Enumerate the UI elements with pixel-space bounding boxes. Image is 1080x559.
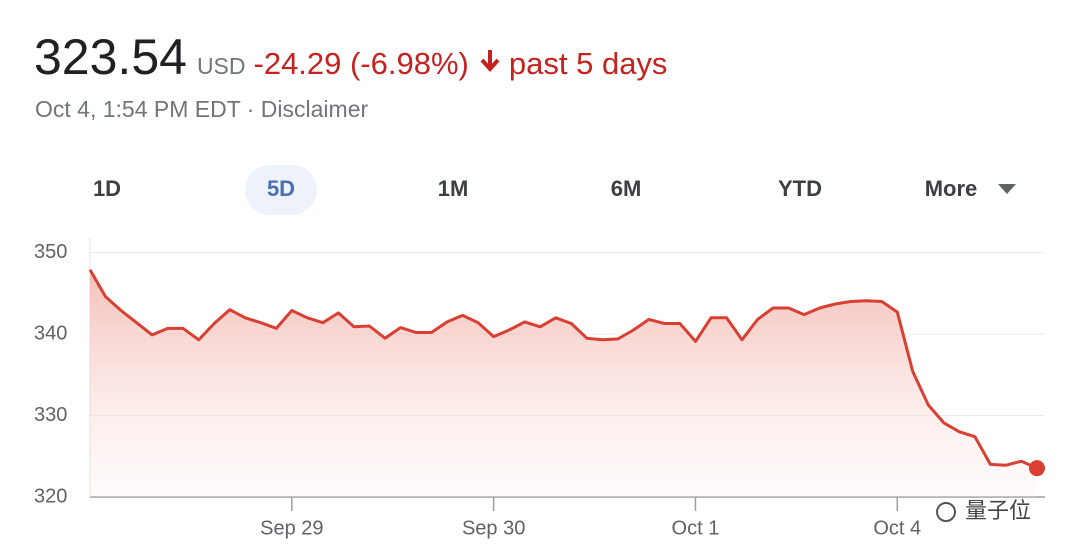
y-tick-label: 340 (34, 322, 67, 344)
timestamp: Oct 4, 1:54 PM EDT · Disclaimer (35, 96, 369, 122)
range-tab[interactable]: YTD (778, 176, 822, 201)
range-tab[interactable]: More (925, 176, 978, 201)
x-tick-label: Sep 29 (260, 517, 323, 539)
y-tick-label: 350 (34, 241, 67, 263)
more-caret[interactable] (998, 184, 1016, 194)
period: past 5 days (508, 46, 668, 81)
last-point (1029, 460, 1045, 477)
y-tick-label: 330 (34, 404, 67, 426)
range-tab[interactable]: 1D (93, 176, 121, 201)
y-tick-label: 320 (34, 485, 67, 507)
range-tab[interactable]: 5D (267, 176, 295, 201)
down-arrow (480, 50, 500, 73)
area (90, 269, 1037, 497)
x-tick-label: Sep 30 (462, 517, 525, 539)
watermark: 量子位 (965, 499, 1031, 524)
change: -24.29 (-6.98%) (253, 46, 469, 81)
price: 323.54 (34, 29, 187, 85)
selected-tab-bg (245, 165, 317, 215)
price-line (88, 269, 1038, 470)
quote-header: 323.54 USD -24.29 (-6.98%) past 5 days (34, 28, 667, 86)
x-tick-label: Oct 4 (873, 517, 921, 539)
currency: USD (196, 53, 246, 79)
range-tab[interactable]: 6M (611, 176, 642, 201)
watermark-icon (936, 502, 956, 522)
x-tick-label: Oct 1 (672, 517, 720, 539)
range-tab[interactable]: 1M (438, 176, 469, 201)
